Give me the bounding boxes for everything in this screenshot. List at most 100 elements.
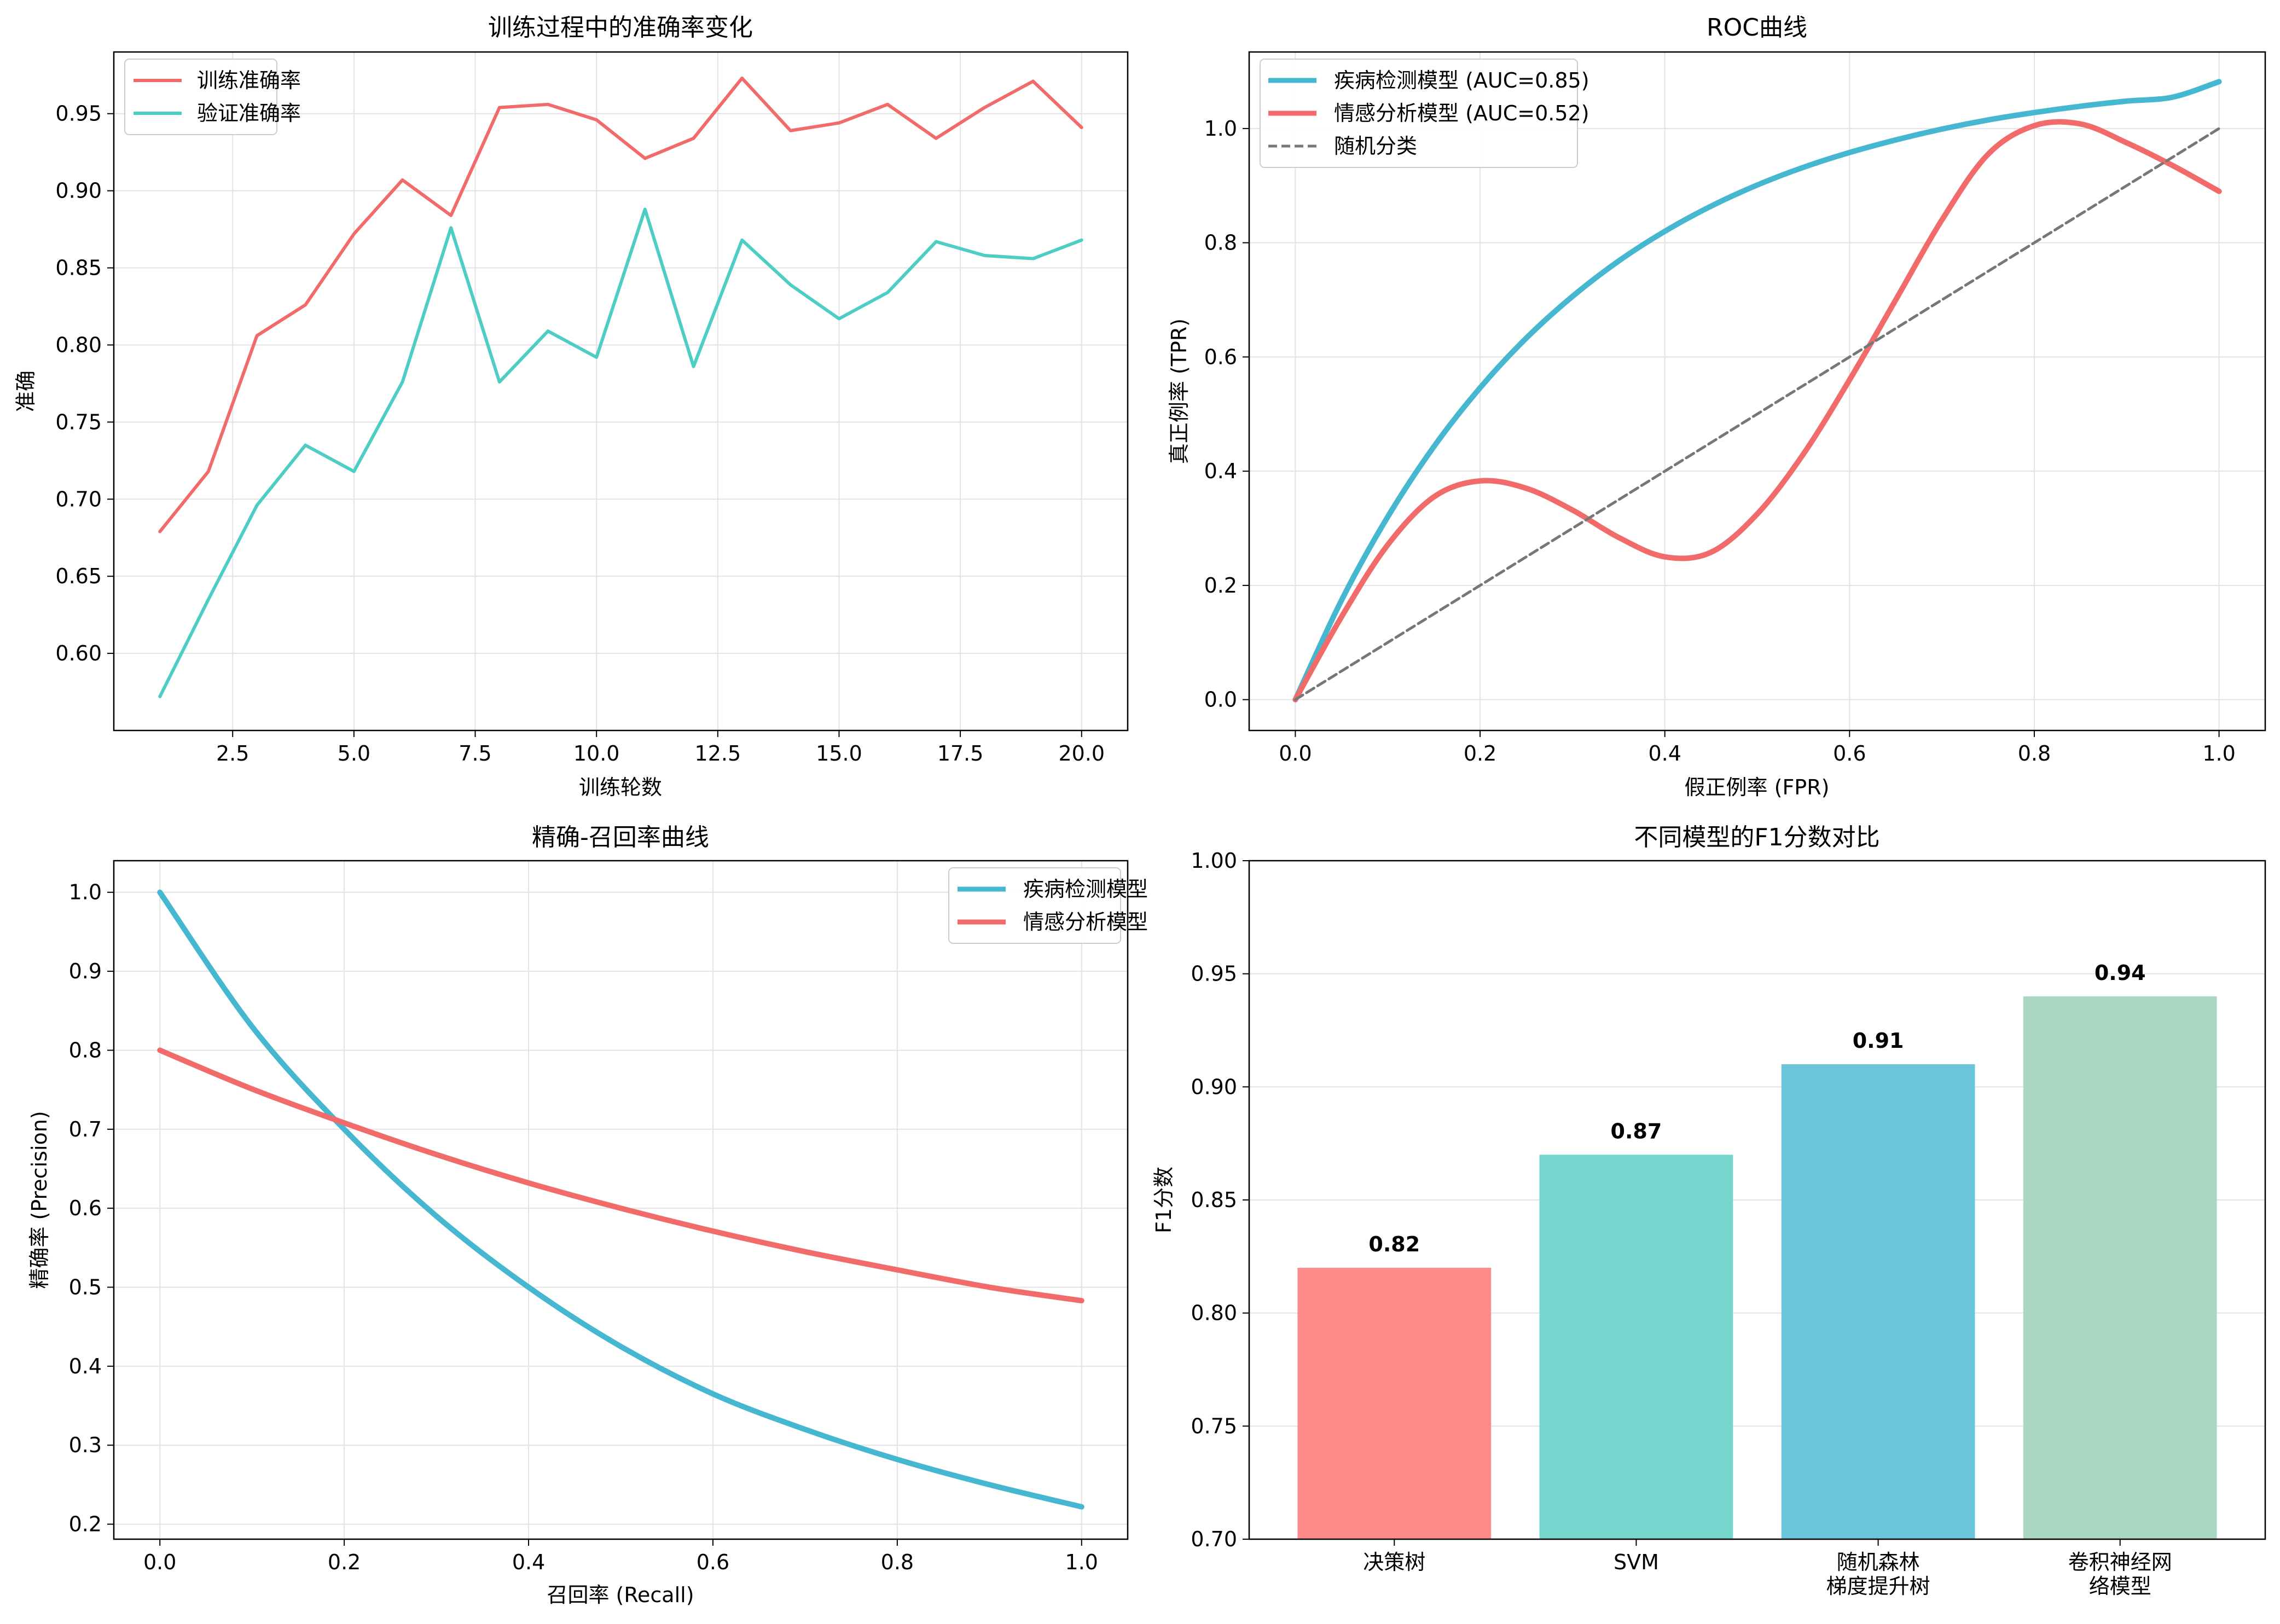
pr-xlabel: 召回率 (Recall) xyxy=(547,1583,694,1607)
roc-xticks: 0.0 0.2 0.4 0.6 0.8 1.0 xyxy=(1279,730,2236,765)
accuracy-ytick-label: 0.65 xyxy=(55,564,102,588)
accuracy-xtick-label: 5.0 xyxy=(338,741,370,765)
f1-xtick-label: 卷积神经网络模型 xyxy=(2068,1550,2172,1598)
accuracy-panel: 2.5 5.0 7.5 10.0 12.5 15.0 17.5 20.0 0.600.650.… xyxy=(14,14,1129,799)
accuracy-series-layer xyxy=(158,76,1083,698)
accuracy-xtick-label: 15.0 xyxy=(816,741,862,765)
f1-xtick-label-line: 络模型 xyxy=(2089,1574,2151,1598)
f1-xtick-label: 随机森林梯度提升树 xyxy=(1826,1550,1930,1598)
f1-ylabel: F1分数 xyxy=(1152,1167,1176,1233)
pr-panel: 0.0 0.2 0.4 0.6 0.8 1.0 0.2 0.3 0.4 0.5 0.6 0.7 0.8… xyxy=(27,823,1148,1607)
pr-ytick-label: 0.8 xyxy=(69,1038,102,1062)
pr-legend-label-disease: 疾病检测模型 xyxy=(1023,877,1148,901)
pr-xticks: 0.0 0.2 0.4 0.6 0.8 1.0 xyxy=(143,1539,1098,1574)
accuracy-legend-label-val: 验证准确率 xyxy=(197,101,301,125)
pr-plot-frame xyxy=(113,860,1129,1540)
f1-xtick-label-line: 随机森林 xyxy=(1837,1550,1920,1574)
f1-ytick-label: 1.00 xyxy=(1191,849,1237,873)
f1-bars-layer: 0.82 0.87 0.91 0.94 xyxy=(1297,961,2217,1539)
roc-ytick-label: 0.4 xyxy=(1204,459,1237,483)
roc-series-2-line xyxy=(1293,127,2221,701)
pr-title: 精确-召回率曲线 xyxy=(532,823,709,851)
roc-xtick-label: 0.4 xyxy=(1648,741,1681,765)
accuracy-xticks: 2.5 5.0 7.5 10.0 12.5 15.0 17.5 20.0 xyxy=(216,730,1105,765)
roc-xtick-label: 0.0 xyxy=(1279,741,1312,765)
accuracy-legend-box xyxy=(124,59,277,135)
accuracy-xtick-label: 10.0 xyxy=(573,741,620,765)
f1-bar-value-label: 0.87 xyxy=(1611,1119,1662,1143)
f1-xtick-label: SVM xyxy=(1614,1550,1659,1574)
pr-yticks: 0.2 0.3 0.4 0.5 0.6 0.7 0.8 0.9 1.0 xyxy=(69,880,114,1536)
f1-yticks: 0.70 0.75 0.80 0.85 0.90 0.95 1.00 xyxy=(1191,849,1249,1551)
roc-legend-label-sentiment: 情感分析模型 (AUC=0.52) xyxy=(1334,101,1589,125)
f1-bar-0 xyxy=(1297,1268,1492,1539)
f1-bar-2 xyxy=(1781,1064,1975,1539)
roc-series-0-line xyxy=(1292,79,2222,703)
roc-legend-label-random: 随机分类 xyxy=(1334,134,1417,158)
pr-ytick-label: 0.7 xyxy=(69,1117,102,1141)
f1-xtick-label: 决策树 xyxy=(1363,1550,1425,1574)
accuracy-ytick-label: 0.90 xyxy=(55,179,102,203)
pr-xtick-label: 0.2 xyxy=(328,1550,361,1574)
roc-panel: 0.0 0.2 0.4 0.6 0.8 1.0 0.0 0.2 0.4 0.6 0.8 1.0 RO… xyxy=(1167,14,2266,799)
roc-legend-box xyxy=(1260,59,1578,168)
pr-ytick-label: 0.6 xyxy=(69,1196,102,1220)
pr-xtick-label: 1.0 xyxy=(1065,1550,1098,1574)
pr-series-0-line xyxy=(157,889,1084,1510)
accuracy-xlabel: 训练轮数 xyxy=(579,775,662,799)
pr-ytick-label: 0.4 xyxy=(69,1354,102,1378)
f1-ytick-label: 0.75 xyxy=(1191,1414,1237,1438)
pr-ytick-label: 0.9 xyxy=(69,959,102,983)
f1-bar-3 xyxy=(2023,996,2217,1539)
accuracy-yticks: 0.60 0.65 0.70 0.75 0.80 0.85 0.90 0.95 xyxy=(55,102,114,665)
pr-legend: 疾病检测模型 情感分析模型 xyxy=(948,867,1148,944)
f1-ytick-label: 0.80 xyxy=(1191,1301,1237,1325)
pr-xtick-label: 0.8 xyxy=(881,1550,914,1574)
roc-xtick-label: 0.8 xyxy=(2018,741,2051,765)
roc-xtick-label: 0.2 xyxy=(1464,741,1496,765)
f1-ytick-label: 0.70 xyxy=(1191,1527,1237,1551)
roc-title: ROC曲线 xyxy=(1707,14,1807,42)
accuracy-xtick-label: 2.5 xyxy=(216,741,249,765)
accuracy-ytick-label: 0.85 xyxy=(55,256,102,280)
f1-xtick-label-line: 卷积神经网 xyxy=(2068,1550,2172,1574)
accuracy-plot-frame xyxy=(113,51,1129,732)
accuracy-xtick-label: 7.5 xyxy=(459,741,491,765)
accuracy-ytick-label: 0.80 xyxy=(55,333,102,357)
f1-xtick-label-line: SVM xyxy=(1614,1550,1659,1574)
pr-series-layer xyxy=(157,889,1084,1510)
roc-legend: 疾病检测模型 (AUC=0.85) 情感分析模型 (AUC=0.52) 随机分类 xyxy=(1260,59,1589,168)
accuracy-xtick-label: 20.0 xyxy=(1058,741,1105,765)
accuracy-legend: 训练准确率 验证准确率 xyxy=(124,59,301,135)
accuracy-legend-label-train: 训练准确率 xyxy=(197,68,301,92)
roc-ytick-label: 0.8 xyxy=(1204,231,1237,255)
f1-bar-value-label: 0.91 xyxy=(1853,1029,1904,1053)
accuracy-ytick-label: 0.95 xyxy=(55,102,102,126)
roc-yticks: 0.0 0.2 0.4 0.6 0.8 1.0 xyxy=(1204,117,1249,712)
roc-xlabel: 假正例率 (FPR) xyxy=(1685,775,1830,799)
roc-xtick-label: 0.6 xyxy=(1833,741,1866,765)
roc-series-layer xyxy=(1292,79,2222,703)
accuracy-title: 训练过程中的准确率变化 xyxy=(488,14,753,42)
f1-bar-value-label: 0.94 xyxy=(2095,961,2146,985)
pr-xtick-label: 0.0 xyxy=(143,1550,176,1574)
pr-xtick-label: 0.4 xyxy=(512,1550,545,1574)
f1-title: 不同模型的F1分数对比 xyxy=(1634,823,1879,851)
accuracy-xtick-label: 12.5 xyxy=(695,741,741,765)
f1-xtick-label-line: 梯度提升树 xyxy=(1826,1574,1930,1598)
f1-ytick-label: 0.85 xyxy=(1191,1188,1237,1212)
roc-ylabel: 真正例率 (TPR) xyxy=(1167,318,1191,464)
accuracy-ytick-label: 0.70 xyxy=(55,487,102,511)
pr-ytick-label: 0.3 xyxy=(69,1433,102,1457)
roc-grid xyxy=(1249,52,2265,730)
pr-series-1-line xyxy=(157,1047,1084,1304)
accuracy-xtick-label: 17.5 xyxy=(937,741,984,765)
roc-ytick-label: 0.0 xyxy=(1204,688,1237,712)
f1-bar-1 xyxy=(1539,1155,1733,1539)
roc-series-1-line xyxy=(1292,119,2222,703)
roc-ytick-label: 0.2 xyxy=(1204,573,1237,598)
accuracy-series-1-line xyxy=(158,207,1083,698)
f1-xticks: 决策树 SVM 随机森林梯度提升树 卷积神经网络模型 xyxy=(1363,1539,2172,1598)
pr-ytick-label: 0.5 xyxy=(69,1275,102,1300)
